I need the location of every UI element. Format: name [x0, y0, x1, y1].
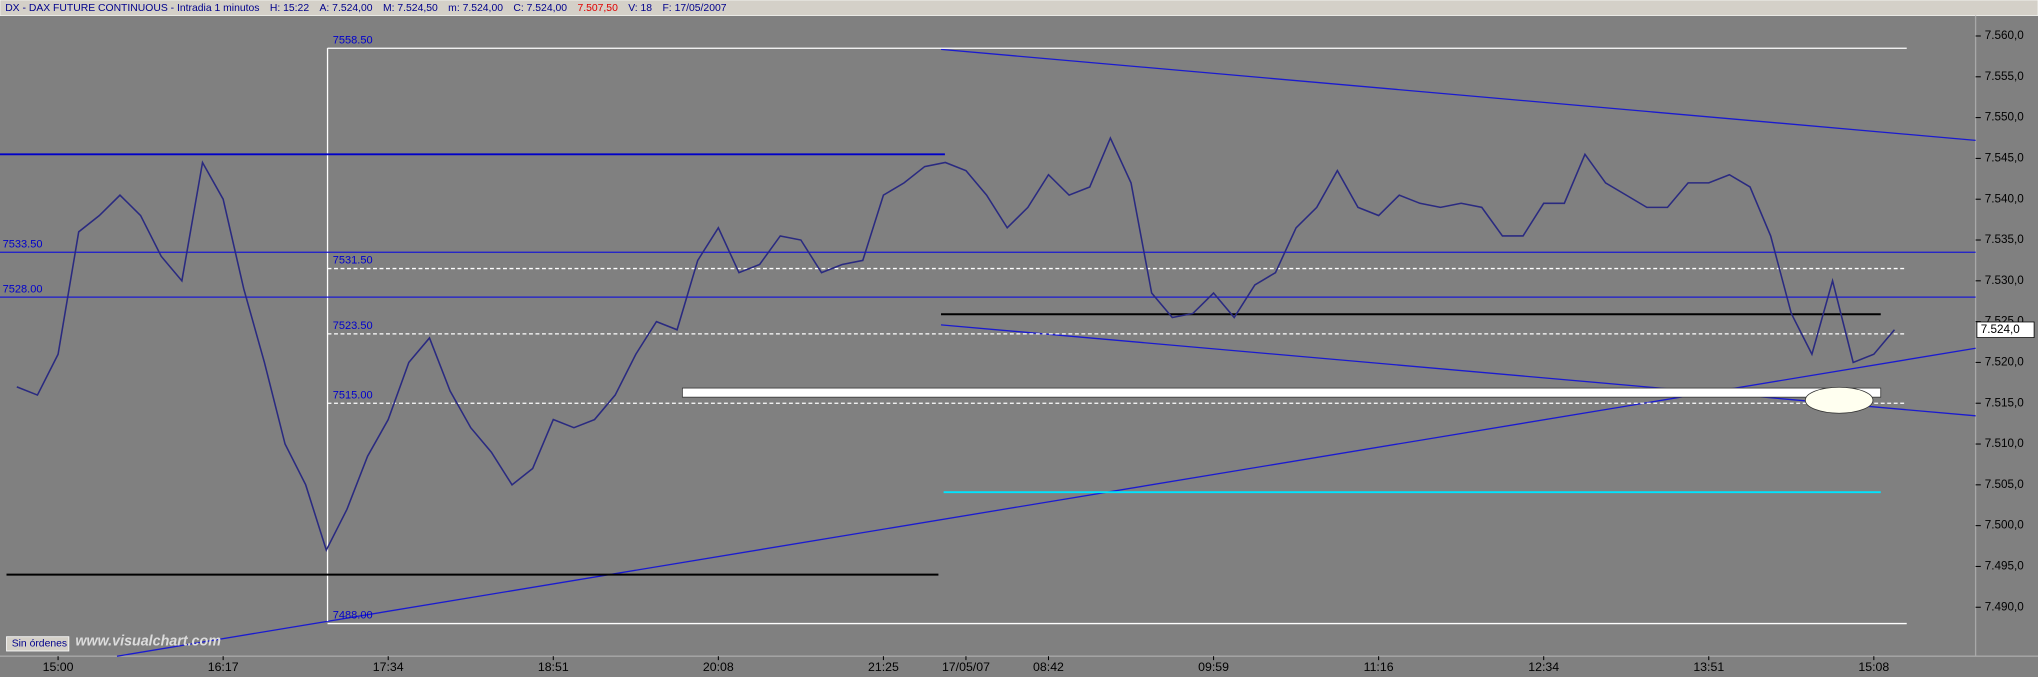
header-item: V: 18 — [628, 3, 652, 14]
header-bar — [0, 0, 2038, 16]
y-tick-label: 7.555,0 — [1985, 70, 2024, 83]
trend-line — [940, 324, 1976, 417]
y-tick-label: 7.515,0 — [1985, 396, 2024, 409]
y-tick-label: 7.550,0 — [1985, 111, 2024, 124]
trend-line — [116, 347, 1976, 657]
x-tick-label: 15:00 — [43, 660, 74, 674]
last-price-box — [1976, 321, 2035, 338]
x-tick-label: 20:08 — [703, 660, 734, 674]
price-line-label: 7528.00 — [3, 283, 43, 295]
x-tick-label: 08:42 — [1033, 660, 1064, 674]
y-tick-label: 7.495,0 — [1985, 560, 2024, 573]
x-tick-label: 12:34 — [1528, 660, 1559, 674]
price-line-series — [16, 136, 1896, 553]
y-tick-label: 7.530,0 — [1985, 274, 2024, 287]
y-tick-label: 7.500,0 — [1985, 519, 2024, 532]
trend-line — [940, 48, 1976, 141]
y-tick-label: 7.540,0 — [1985, 192, 2024, 205]
fib-level-label: 7488.00 — [333, 610, 373, 622]
header-item: M: 7.524,50 — [383, 3, 438, 14]
level-band — [681, 387, 1882, 398]
y-tick-label: 7.535,0 — [1985, 233, 2024, 246]
x-tick-label: 11:16 — [1364, 660, 1394, 674]
x-tick-label: 16:17 — [208, 660, 239, 674]
last-price-label: 7.524,0 — [1981, 323, 2020, 336]
header-item: C: 7.524,00 — [513, 3, 567, 14]
header-item: A: 7.524,00 — [319, 3, 372, 14]
y-tick-label: 7.545,0 — [1985, 152, 2024, 165]
y-tick-label: 7.510,0 — [1985, 437, 2024, 450]
header-item: F: 17/05/2007 — [662, 3, 726, 14]
x-tick-label: 21:25 — [868, 660, 899, 674]
x-tick-label: 13:51 — [1693, 660, 1724, 674]
y-tick-label: 7.505,0 — [1985, 478, 2024, 491]
fib-level-label: 7558.50 — [333, 34, 373, 46]
status-box — [6, 636, 70, 652]
fib-level-label: 7515.00 — [333, 389, 373, 401]
y-tick-label: 7.490,0 — [1985, 600, 2024, 613]
x-tick-label: 09:59 — [1198, 660, 1229, 674]
fib-level-label: 7523.50 — [333, 320, 373, 332]
x-tick-label: 17:34 — [373, 660, 404, 674]
x-tick-label: 17/05/07 — [942, 660, 990, 674]
header-item: m: 7.524,00 — [448, 3, 503, 14]
x-tick-label: 15:08 — [1858, 660, 1889, 674]
y-tick-label: 7.520,0 — [1985, 356, 2024, 369]
x-tick-label: 18:51 — [538, 660, 569, 674]
header-item: 7.507,50 — [577, 3, 618, 14]
y-tick-label: 7.560,0 — [1985, 29, 2024, 42]
price-line-label: 7533.50 — [3, 238, 43, 250]
chart-title: DX - DAX FUTURE CONTINUOUS - Intradia 1 … — [5, 3, 259, 14]
fib-level-label: 7531.50 — [333, 255, 373, 267]
watermark: www.visualchart.com — [75, 634, 221, 650]
highlight-ellipse — [1804, 386, 1874, 414]
annotations — [116, 48, 1976, 657]
header-item: H: 15:22 — [270, 3, 309, 14]
status-label: Sin órdenes — [12, 639, 67, 650]
